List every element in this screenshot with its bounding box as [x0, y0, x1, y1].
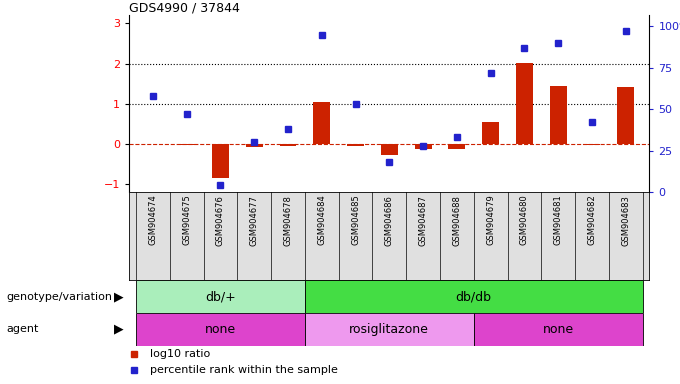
Text: percentile rank within the sample: percentile rank within the sample — [150, 365, 338, 376]
Text: GSM904675: GSM904675 — [182, 195, 191, 245]
Text: GSM904679: GSM904679 — [486, 195, 495, 245]
Text: GDS4990 / 37844: GDS4990 / 37844 — [129, 1, 240, 14]
Text: GSM904676: GSM904676 — [216, 195, 225, 245]
Bar — [178, 144, 195, 145]
Bar — [279, 144, 296, 146]
Bar — [313, 102, 330, 144]
Bar — [347, 144, 364, 146]
Text: db/db: db/db — [456, 290, 492, 303]
Text: ▶: ▶ — [114, 290, 124, 303]
Bar — [305, 313, 474, 346]
Bar — [245, 144, 262, 147]
Text: genotype/variation: genotype/variation — [7, 291, 113, 302]
Text: none: none — [205, 323, 236, 336]
Text: GSM904680: GSM904680 — [520, 195, 529, 245]
Bar — [381, 144, 398, 155]
Text: GSM904688: GSM904688 — [452, 195, 461, 245]
Bar — [474, 313, 643, 346]
Text: ▶: ▶ — [114, 323, 124, 336]
Text: GSM904684: GSM904684 — [318, 195, 326, 245]
Bar — [136, 313, 305, 346]
Bar — [305, 280, 643, 313]
Bar — [617, 87, 634, 144]
Text: log10 ratio: log10 ratio — [150, 349, 210, 359]
Bar — [136, 280, 305, 313]
Bar — [212, 144, 229, 178]
Text: db/+: db/+ — [205, 290, 236, 303]
Bar — [549, 86, 566, 144]
Bar — [415, 144, 432, 149]
Bar — [583, 144, 600, 145]
Text: agent: agent — [7, 324, 39, 334]
Text: GSM904681: GSM904681 — [554, 195, 562, 245]
Text: GSM904674: GSM904674 — [148, 195, 157, 245]
Bar — [482, 122, 499, 144]
Text: GSM904686: GSM904686 — [385, 195, 394, 245]
Bar — [516, 63, 533, 144]
Text: GSM904678: GSM904678 — [284, 195, 292, 245]
Text: none: none — [543, 323, 574, 336]
Text: rosiglitazone: rosiglitazone — [350, 323, 429, 336]
Text: GSM904685: GSM904685 — [351, 195, 360, 245]
Text: GSM904687: GSM904687 — [419, 195, 428, 245]
Text: GSM904682: GSM904682 — [588, 195, 596, 245]
Text: GSM904683: GSM904683 — [622, 195, 630, 245]
Text: GSM904677: GSM904677 — [250, 195, 258, 245]
Bar — [448, 144, 465, 149]
